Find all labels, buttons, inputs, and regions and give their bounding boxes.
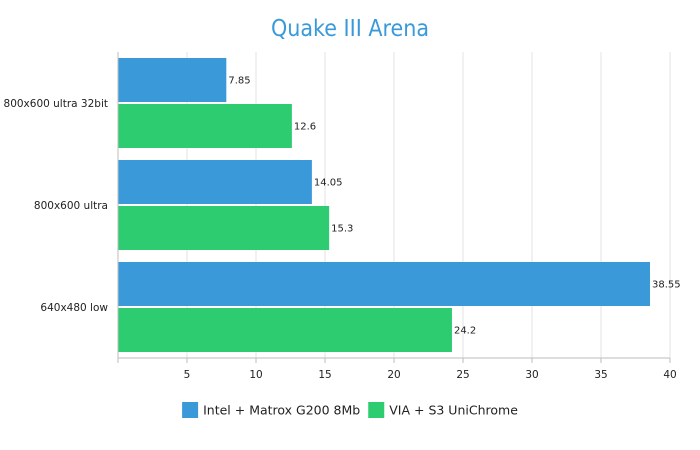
chart-title: Quake III Arena	[271, 16, 429, 42]
legend[interactable]: Intel + Matrox G200 8Mb VIA + S3 UniChrom…	[182, 402, 518, 418]
legend-item[interactable]: Intel + Matrox G200 8Mb	[182, 402, 360, 418]
bar-value-label: 24.2	[454, 326, 476, 337]
bar-value-label: 38.55	[652, 280, 681, 291]
x-tick-label: 10	[249, 369, 262, 381]
y-category-label: 800x600 ultra 32bit	[4, 98, 108, 110]
bar[interactable]	[118, 262, 650, 306]
legend-label: VIA + S3 UniChrome	[389, 403, 518, 418]
bar-value-label: 14.05	[314, 178, 343, 189]
bars	[118, 58, 650, 352]
bar-value-label: 12.6	[294, 122, 316, 133]
bar[interactable]	[118, 160, 312, 204]
bar-value-label: 15.3	[331, 224, 353, 235]
legend-label: Intel + Matrox G200 8Mb	[203, 403, 360, 418]
x-tick-label: 15	[318, 369, 331, 381]
bar[interactable]	[118, 58, 227, 102]
x-tick-label: 20	[387, 369, 400, 381]
legend-swatch	[182, 402, 199, 418]
bar[interactable]	[118, 308, 452, 352]
x-tick-label: 5	[184, 369, 191, 381]
bar-value-label: 7.85	[228, 76, 250, 87]
y-category-label: 640x480 low	[40, 302, 108, 314]
legend-swatch	[368, 402, 385, 418]
grid-lines	[186, 52, 671, 358]
bar[interactable]	[118, 104, 292, 148]
axes	[117, 52, 671, 363]
labels: 5 10 15 20 25 30 35 40 800x600 ultra 32bit 7.85 12…	[4, 76, 681, 382]
x-tick-label: 35	[594, 369, 607, 381]
legend-item[interactable]: VIA + S3 UniChrome	[368, 402, 518, 418]
x-tick-label: 30	[525, 369, 538, 381]
x-tick-label: 25	[456, 369, 469, 381]
y-category-label: 800x600 ultra	[34, 200, 108, 212]
x-tick-label: 40	[663, 369, 676, 381]
bar[interactable]	[118, 206, 330, 250]
